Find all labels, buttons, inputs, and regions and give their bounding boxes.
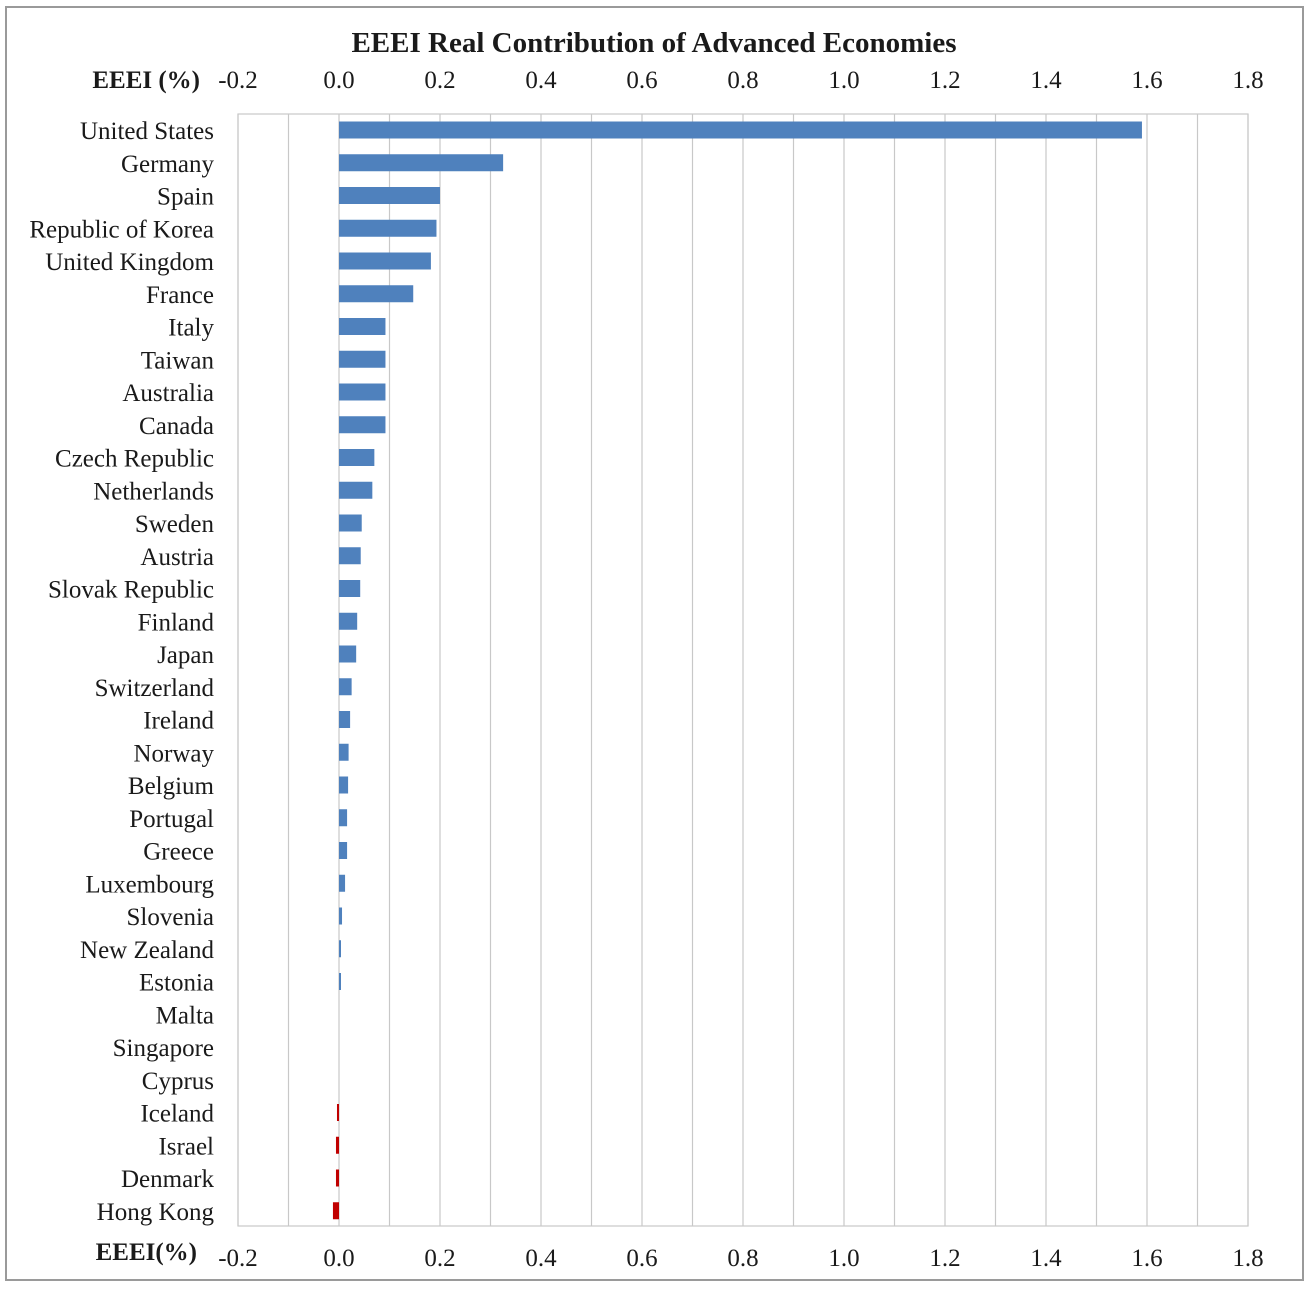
bar bbox=[339, 449, 375, 466]
bar bbox=[339, 612, 358, 630]
category-label: Norway bbox=[133, 740, 214, 767]
bar bbox=[339, 547, 361, 565]
category-label: Estonia bbox=[139, 970, 214, 997]
category-label: Slovenia bbox=[127, 904, 215, 931]
bar bbox=[339, 350, 386, 368]
bar bbox=[339, 776, 349, 794]
category-label: Spain bbox=[157, 184, 214, 211]
bar bbox=[339, 678, 352, 696]
bar bbox=[339, 940, 341, 958]
bar bbox=[339, 743, 349, 761]
bar bbox=[339, 187, 440, 204]
category-label: Finland bbox=[138, 609, 215, 636]
category-label: Italy bbox=[168, 315, 214, 342]
x-tick-label-top: 0.2 bbox=[424, 67, 455, 94]
x-ticks-bottom: -0.2 0.0 0.2 0.4 0.6 0.8 1.0 1.2 1.4 1.6 1.8 bbox=[218, 1245, 1263, 1272]
bar bbox=[335, 1169, 339, 1187]
category-label: New Zealand bbox=[80, 937, 214, 964]
chart-frame bbox=[5, 6, 1304, 1281]
bar bbox=[339, 285, 414, 303]
category-label: Taiwan bbox=[141, 347, 215, 374]
bar bbox=[336, 1104, 339, 1121]
x-tick-label-top: 1.0 bbox=[828, 67, 859, 94]
bar bbox=[339, 481, 373, 499]
category-label: Singapore bbox=[113, 1035, 214, 1062]
category-labels: United States Germany Spain Republic of Kor… bbox=[29, 118, 214, 1226]
x-tick-label-top: 1.4 bbox=[1030, 67, 1062, 94]
x-tick-label-top: 0.4 bbox=[525, 67, 557, 94]
bar bbox=[339, 219, 437, 237]
x-tick-label-bottom: 0.6 bbox=[626, 1245, 657, 1272]
x-axis-label-top: EEEI (%) bbox=[92, 67, 200, 94]
x-tick-label-bottom: 1.6 bbox=[1131, 1245, 1162, 1272]
bar bbox=[339, 416, 386, 434]
x-tick-label-bottom: 1.2 bbox=[929, 1245, 960, 1272]
x-tick-label-bottom: 0.0 bbox=[323, 1245, 354, 1272]
bar bbox=[339, 252, 431, 270]
bar bbox=[339, 121, 1142, 139]
x-tick-label-bottom: 1.4 bbox=[1030, 1245, 1062, 1272]
category-label: Japan bbox=[157, 642, 214, 669]
x-tick-label-top: 1.2 bbox=[929, 67, 960, 94]
bar bbox=[339, 809, 348, 827]
category-label: Slovak Republic bbox=[48, 577, 214, 604]
bar bbox=[339, 973, 341, 990]
category-label: Hong Kong bbox=[97, 1199, 215, 1226]
category-label: France bbox=[146, 282, 214, 309]
category-label: Sweden bbox=[135, 511, 215, 538]
x-axis-label-bottom: EEEI(%) bbox=[96, 1239, 197, 1266]
chart-title: EEEI Real Contribution of Advanced Econo… bbox=[351, 27, 956, 59]
category-label: Portugal bbox=[129, 806, 214, 833]
category-label: Greece bbox=[143, 839, 214, 866]
x-ticks-top: -0.2 0.0 0.2 0.4 0.6 0.8 1.0 1.2 1.4 1.6 1.8 bbox=[218, 67, 1263, 94]
x-tick-label-bottom: 0.2 bbox=[424, 1245, 455, 1272]
x-tick-label-bottom: -0.2 bbox=[218, 1245, 258, 1272]
bar bbox=[339, 580, 361, 597]
bars bbox=[332, 121, 1142, 1220]
x-tick-label-bottom: 0.4 bbox=[525, 1245, 557, 1272]
bar bbox=[339, 514, 362, 532]
x-tick-label-top: 0.8 bbox=[727, 67, 758, 94]
bar bbox=[332, 1202, 339, 1220]
category-label: Ireland bbox=[143, 708, 214, 735]
x-tick-label-top: 0.6 bbox=[626, 67, 657, 94]
bar bbox=[339, 318, 386, 335]
x-tick-label-bottom: 0.8 bbox=[727, 1245, 758, 1272]
x-tick-label-top: 0.0 bbox=[323, 67, 354, 94]
category-label: Austria bbox=[140, 544, 214, 571]
bar bbox=[335, 1136, 339, 1154]
bar bbox=[339, 383, 386, 401]
category-label: Czech Republic bbox=[55, 446, 214, 473]
category-label: Switzerland bbox=[95, 675, 215, 702]
category-label: United States bbox=[80, 118, 214, 145]
bar bbox=[339, 711, 351, 728]
category-label: United Kingdom bbox=[45, 249, 214, 276]
gridlines bbox=[237, 113, 1249, 1227]
x-tick-label-top: 1.6 bbox=[1131, 67, 1162, 94]
bar bbox=[339, 907, 343, 925]
category-label: Republic of Korea bbox=[29, 216, 214, 243]
x-tick-label-bottom: 1.0 bbox=[828, 1245, 859, 1272]
bar bbox=[339, 842, 348, 859]
category-label: Germany bbox=[121, 151, 215, 178]
category-label: Iceland bbox=[140, 1101, 214, 1128]
x-tick-label-top: 1.8 bbox=[1232, 67, 1263, 94]
category-label: Israel bbox=[158, 1133, 214, 1160]
bar bbox=[339, 645, 357, 663]
category-label: Malta bbox=[156, 1002, 214, 1029]
x-tick-label-top: -0.2 bbox=[218, 67, 258, 94]
category-label: Canada bbox=[139, 413, 214, 440]
category-label: Cyprus bbox=[142, 1068, 214, 1095]
x-tick-label-bottom: 1.8 bbox=[1232, 1245, 1263, 1272]
category-label: Australia bbox=[122, 380, 214, 407]
category-label: Denmark bbox=[121, 1166, 215, 1193]
bar bbox=[339, 874, 346, 892]
category-label: Netherlands bbox=[93, 478, 214, 505]
category-label: Luxembourg bbox=[85, 871, 214, 898]
bar bbox=[339, 154, 504, 172]
category-label: Belgium bbox=[128, 773, 215, 800]
